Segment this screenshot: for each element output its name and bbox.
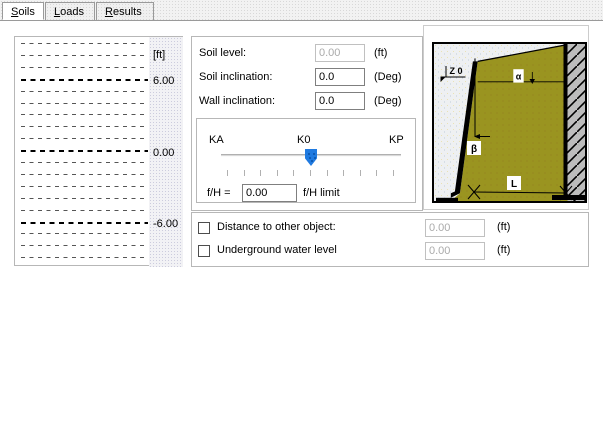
svg-text:L: L — [511, 179, 517, 190]
svg-text:α: α — [516, 72, 522, 82]
svg-text:β: β — [471, 144, 477, 155]
svg-text:Z 0: Z 0 — [450, 66, 463, 76]
